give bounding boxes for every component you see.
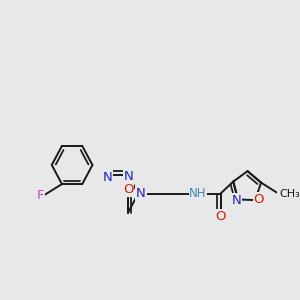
Text: N: N <box>124 170 134 183</box>
Text: O: O <box>123 183 133 196</box>
Text: N: N <box>231 194 241 207</box>
Text: O: O <box>254 193 264 206</box>
Text: N: N <box>103 171 112 184</box>
Text: NH: NH <box>189 187 207 200</box>
Text: O: O <box>215 210 226 223</box>
Text: N: N <box>136 187 146 200</box>
Text: F: F <box>37 189 44 202</box>
Text: CH₃: CH₃ <box>280 189 300 199</box>
